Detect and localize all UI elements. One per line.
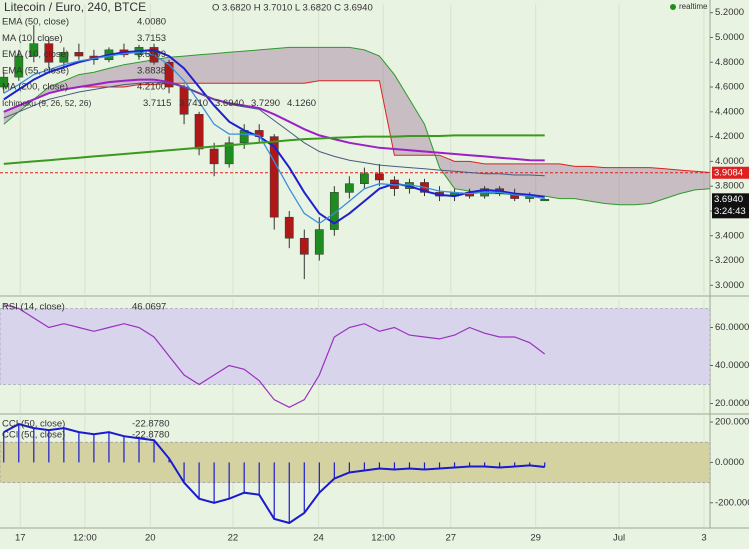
x-tick-label: 12:00 (371, 533, 395, 544)
candle-body (44, 43, 54, 63)
y-tick-label: 3.4000 (715, 230, 744, 241)
x-tick-label: 22 (228, 533, 239, 544)
last-price-label: 3.6940 (714, 194, 743, 205)
legend-value: -22.8780 (132, 419, 170, 430)
y-tick-label: 4.8000 (715, 57, 744, 68)
y-tick-label: 5.0000 (715, 32, 744, 43)
candle-body (29, 43, 39, 57)
plot-layer (0, 4, 713, 527)
y-tick-label: -200.0000 (715, 497, 749, 508)
candle-body (344, 183, 354, 193)
ohlc: O 3.6820 H 3.7010 L 3.6820 C 3.6940 (212, 3, 373, 14)
legend-value: 3.7115 (143, 98, 171, 109)
candle-body (164, 61, 174, 88)
candle-body (269, 136, 279, 218)
candle-body (375, 173, 384, 181)
candle-body (299, 237, 309, 255)
legend-value: 3.7290 (251, 98, 280, 109)
band (0, 308, 711, 385)
indicator-line (3, 134, 545, 165)
indicator-line (3, 304, 546, 408)
legend-name: MA (10, close) (2, 33, 63, 44)
y-tick-label: 60.0000 (715, 322, 749, 333)
y-tick-label: 4.6000 (715, 82, 744, 93)
legend-name: EMA (50, close) (2, 17, 69, 28)
legend-value: 3.7153 (137, 33, 166, 44)
legend-value: 3.7410 (179, 98, 208, 109)
countdown: 3:24:43 (714, 206, 746, 217)
legend-name: CCI (50, close) (2, 430, 65, 441)
candle-body (314, 229, 324, 255)
status-dot (670, 4, 676, 10)
legend-name: CCI (50, close) (2, 419, 65, 430)
span-b (3, 80, 711, 173)
y-tick-label: 4.2000 (715, 131, 744, 142)
y-tick-label: 0.0000 (715, 457, 744, 468)
legend-name: RSI (14, close) (2, 302, 65, 313)
span-a (3, 46, 711, 206)
candle-body (540, 199, 550, 202)
x-tick-label: 3 (701, 533, 706, 544)
y-tick-label: 200.0000 (715, 417, 749, 428)
legend-value: -22.8780 (132, 430, 170, 441)
legend-value: 4.1260 (287, 98, 316, 109)
candle-body (14, 55, 24, 78)
legend-value: 3.6999 (137, 49, 166, 60)
indicator-line (3, 78, 545, 162)
y-tick-label: 20.0000 (715, 398, 749, 409)
status: realtime (679, 2, 708, 11)
candle-body (284, 216, 294, 239)
ichimoku-cloud (3, 47, 711, 205)
candle-body (360, 173, 369, 184)
x-tick-label: 12:00 (73, 533, 97, 544)
chart-title: Litecoin / Euro, 240, BTCE (4, 0, 146, 14)
legend-value: 4.0080 (137, 17, 166, 28)
y-tick-label: 4.4000 (715, 106, 744, 117)
legend-name: EMA (10, close) (2, 49, 69, 60)
y-tick-label: 3.2000 (715, 255, 744, 266)
y-tick-label: 5.2000 (715, 7, 744, 18)
legend-name: EMA (55, close) (2, 65, 69, 76)
legend-value: 3.8838 (137, 65, 166, 76)
candle-body (329, 192, 339, 230)
legend-name: Ichimoku (9, 26, 52, 26) (2, 98, 91, 108)
candle-body (0, 76, 9, 88)
candle-body (194, 114, 204, 150)
legend-value: 4.2100 (137, 82, 166, 93)
x-tick-label: Jul (613, 533, 625, 544)
y-tick-label: 3.8000 (715, 181, 744, 192)
last-price-box (712, 193, 749, 219)
x-tick-label: 20 (145, 533, 156, 544)
legend-value: 46.0697 (132, 302, 166, 313)
candle-body (224, 142, 234, 165)
indicator-line (3, 423, 545, 525)
indicator-line (3, 51, 545, 225)
y-tick-label: 40.0000 (715, 360, 749, 371)
price-box (712, 166, 749, 179)
y-tick-label: 3.0000 (715, 280, 744, 291)
x-tick-label: 27 (446, 533, 457, 544)
legend-value: 3.6940 (215, 98, 244, 109)
candle-body (209, 148, 219, 165)
y-tick-label: 4.0000 (715, 156, 744, 167)
candle-body (74, 52, 84, 57)
x-tick-label: 24 (313, 533, 324, 544)
candle-body (59, 52, 69, 63)
indicator-line (3, 81, 545, 177)
price-box-label: 3.9084 (714, 167, 743, 178)
band (0, 441, 711, 483)
legend-name: MA (200, close) (2, 82, 68, 93)
x-tick-label: 29 (530, 533, 541, 544)
x-tick-label: 17 (15, 533, 26, 544)
